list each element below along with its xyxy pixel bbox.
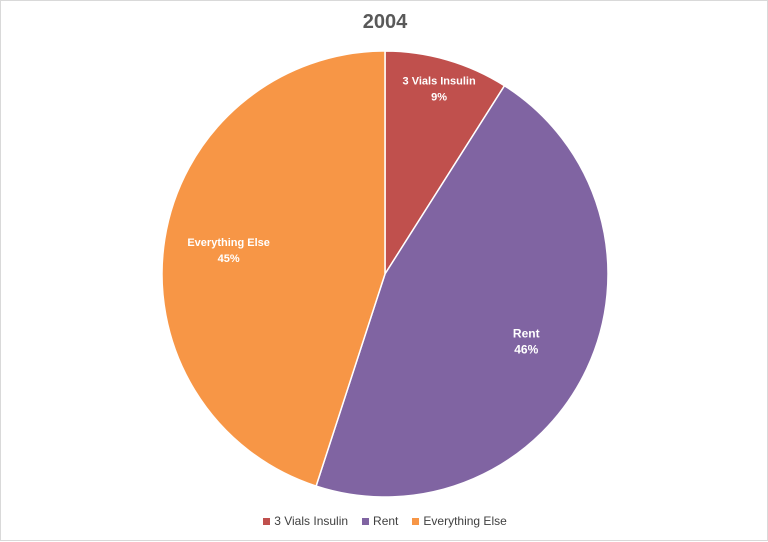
legend-swatch-3-vials-insulin: [263, 517, 271, 525]
legend-swatch-everything-else: [412, 517, 420, 525]
legend-label-rent: Rent: [373, 514, 399, 528]
pie-slice-3-vials-insulin: [384, 50, 506, 277]
data-label-percent-3-vials-insulin: 9%: [431, 92, 447, 104]
legend-swatch-rent: [362, 517, 370, 525]
data-label-percent-rent: 46%: [514, 342, 538, 356]
legend-label-3-vials-insulin: 3 Vials Insulin: [274, 514, 349, 528]
chart-title: 2004: [362, 11, 408, 33]
legend: 3 Vials Insulin Rent Everything Else: [1, 514, 768, 528]
data-label-name-3-vials-insulin: 3 Vials Insulin: [403, 76, 476, 88]
data-label-name-rent: Rent: [513, 326, 540, 340]
data-label-name-everything-else: Everything Else: [187, 237, 270, 249]
pie-slice-rent: [315, 84, 609, 498]
pie-slice-everything-else: [161, 50, 386, 488]
data-label-percent-everything-else: 45%: [218, 253, 240, 265]
legend-item-rent: Rent: [362, 514, 398, 528]
legend-item-everything-else: Everything Else: [412, 514, 507, 528]
legend-item-3-vials-insulin: 3 Vials Insulin: [263, 514, 348, 528]
legend-label-everything-else: Everything Else: [423, 514, 507, 528]
